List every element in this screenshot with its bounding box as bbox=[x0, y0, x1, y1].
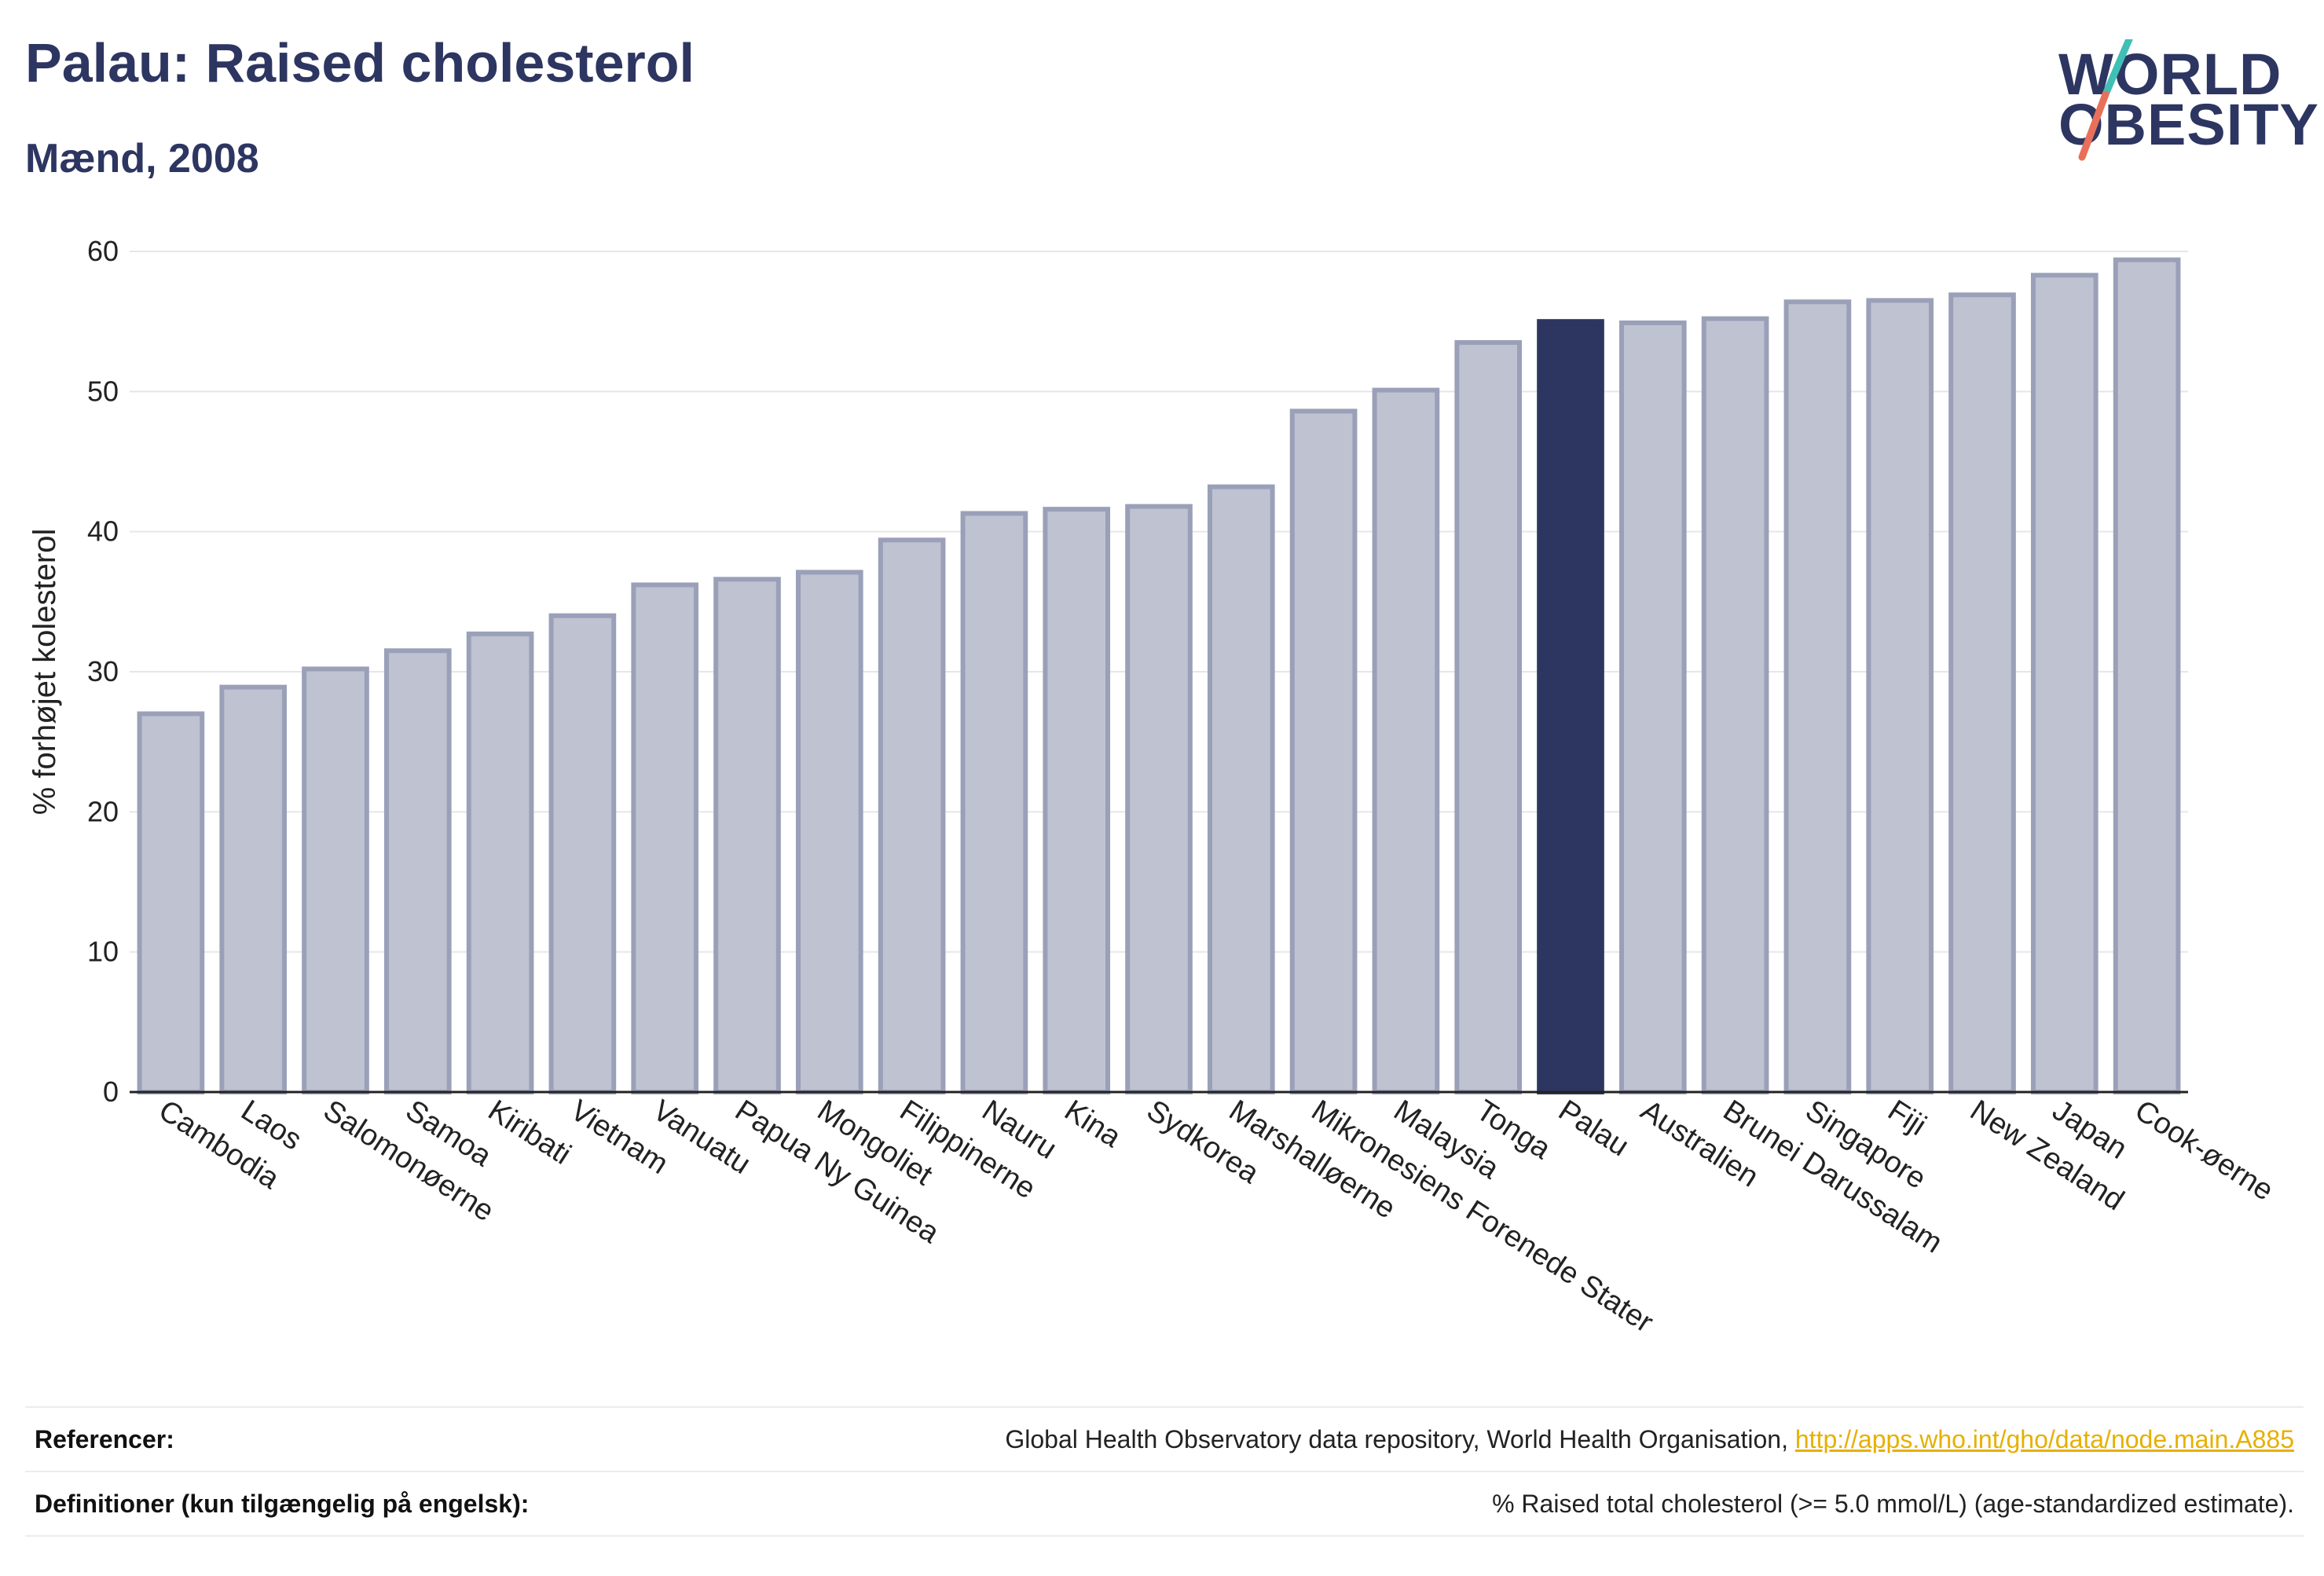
bar-vietnam[interactable] bbox=[548, 613, 617, 1094]
y-tick-label: 10 bbox=[87, 936, 119, 968]
logo-slash-icon bbox=[2078, 39, 2133, 161]
references-text: Global Health Observatory data repositor… bbox=[1005, 1424, 1795, 1453]
y-tick-label: 0 bbox=[103, 1076, 119, 1108]
y-tick-label: 30 bbox=[87, 655, 119, 687]
references-value: Global Health Observatory data repositor… bbox=[1005, 1425, 2304, 1454]
bar-laos[interactable] bbox=[219, 684, 288, 1094]
bar-new-zealand[interactable] bbox=[1948, 292, 2016, 1095]
x-tick-label: Cook-øerne bbox=[2129, 1094, 2279, 1208]
x-tick-label: Kiribati bbox=[482, 1094, 577, 1171]
bar-fiji[interactable] bbox=[1866, 298, 1934, 1094]
x-tick-label: Fiji bbox=[1882, 1094, 1932, 1142]
bar-filippinerne[interactable] bbox=[878, 537, 946, 1095]
y-tick-label: 20 bbox=[87, 795, 119, 827]
world-obesity-logo: WORLD OBESITY bbox=[2058, 39, 2319, 165]
definitions-value: % Raised total cholesterol (>= 5.0 mmol/… bbox=[1492, 1489, 2294, 1518]
references-link[interactable]: http://apps.who.int/gho/data/node.main.A… bbox=[1794, 1424, 2294, 1453]
x-tick-label: Kina bbox=[1058, 1094, 1127, 1154]
y-tick-label: 60 bbox=[87, 235, 119, 267]
bar-palau[interactable] bbox=[1537, 319, 1604, 1094]
footer-references: Referencer: Global Health Observatory da… bbox=[25, 1406, 2304, 1537]
bar-tonga[interactable] bbox=[1454, 339, 1523, 1094]
bar-mikronesiens-forenede-stater[interactable] bbox=[1289, 409, 1358, 1094]
y-axis-label: % forhøjet kolesterol bbox=[27, 529, 62, 815]
y-tick-label: 50 bbox=[87, 375, 119, 407]
definitions-row: Definitioner (kun tilgængelig på engelsk… bbox=[25, 1471, 2304, 1537]
bar-mongoliet[interactable] bbox=[795, 570, 863, 1094]
bar-cook-øerne[interactable] bbox=[2113, 257, 2181, 1095]
chart-title: Palau: Raised cholesterol bbox=[25, 32, 695, 93]
bar-cambodia[interactable] bbox=[137, 711, 205, 1094]
bar-japan[interactable] bbox=[2030, 273, 2099, 1095]
bar-australien[interactable] bbox=[1618, 320, 1687, 1094]
bar-salomonøerne[interactable] bbox=[302, 666, 369, 1094]
bar-sydkorea[interactable] bbox=[1125, 504, 1193, 1095]
bar-samoa[interactable] bbox=[383, 648, 452, 1094]
bar-brunei-darussalam[interactable] bbox=[1701, 316, 1769, 1095]
references-row: Referencer: Global Health Observatory da… bbox=[25, 1406, 2304, 1471]
references-label: Referencer: bbox=[35, 1424, 174, 1453]
bar-singapore[interactable] bbox=[1783, 299, 1852, 1094]
chart-subtitle: Mænd, 2008 bbox=[25, 136, 259, 181]
y-tick-label: 40 bbox=[87, 515, 119, 548]
bar-papua-ny-guinea[interactable] bbox=[713, 577, 781, 1094]
bar-vanuatu[interactable] bbox=[631, 582, 699, 1094]
logo-line-1: WORLD bbox=[2058, 42, 2282, 107]
x-tick-label: Palau bbox=[1552, 1094, 1634, 1163]
bar-kiribati[interactable] bbox=[466, 631, 534, 1094]
bar-malaysia[interactable] bbox=[1372, 387, 1440, 1095]
bar-nauru[interactable] bbox=[960, 511, 1028, 1094]
bar-kina[interactable] bbox=[1043, 507, 1111, 1094]
definitions-label: Definitioner (kun tilgængelig på engelsk… bbox=[35, 1489, 530, 1518]
bar-marshalløerne[interactable] bbox=[1207, 484, 1275, 1095]
